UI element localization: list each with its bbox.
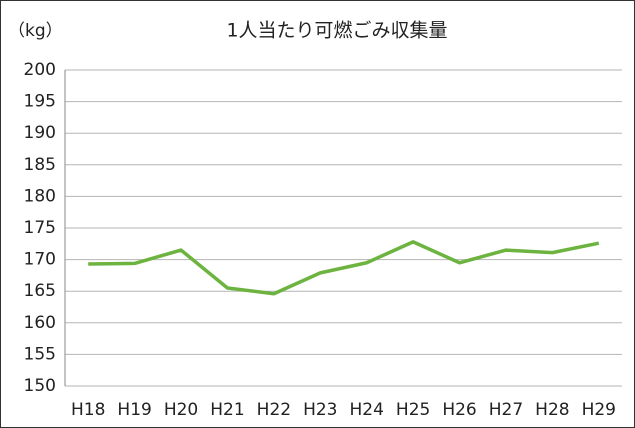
y-tick-label: 170 bbox=[24, 250, 56, 270]
x-tick-label: H23 bbox=[303, 400, 337, 420]
x-tick-label: H26 bbox=[442, 400, 476, 420]
x-tick-label: H21 bbox=[210, 400, 244, 420]
y-axis-label: （kg） bbox=[8, 21, 63, 41]
chart-title: 1人当たり可燃ごみ収集量 bbox=[226, 20, 447, 42]
x-tick-label: H20 bbox=[164, 400, 198, 420]
x-tick-label: H24 bbox=[349, 400, 383, 420]
data-line bbox=[88, 240, 600, 296]
x-tick-label: H19 bbox=[117, 400, 151, 420]
x-tick-label: H27 bbox=[489, 400, 523, 420]
y-tick-label: 155 bbox=[24, 344, 56, 364]
y-tick-label: 200 bbox=[24, 60, 56, 80]
y-tick-label: 180 bbox=[24, 186, 56, 206]
y-tick-label: 195 bbox=[24, 92, 56, 112]
x-tick-label: H28 bbox=[535, 400, 569, 420]
x-tick-label: H25 bbox=[396, 400, 430, 420]
x-tick-label: H18 bbox=[71, 400, 105, 420]
x-tick-label: H22 bbox=[257, 400, 291, 420]
y-tick-label: 190 bbox=[24, 123, 56, 143]
y-tick-label: 165 bbox=[24, 281, 56, 301]
y-tick-label: 160 bbox=[24, 313, 56, 333]
y-tick-label: 175 bbox=[24, 218, 56, 238]
y-tick-label: 185 bbox=[24, 155, 56, 175]
y-tick-label: 150 bbox=[24, 376, 56, 396]
x-tick-label: H29 bbox=[582, 400, 616, 420]
